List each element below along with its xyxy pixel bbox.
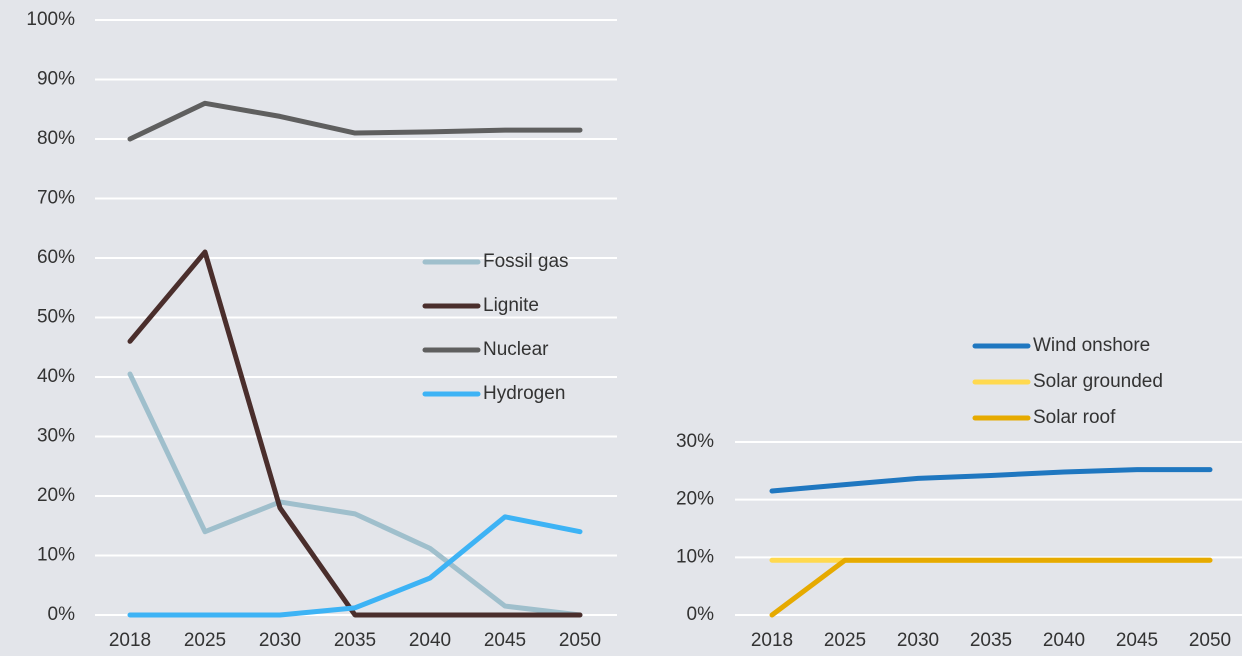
y-tick-label: 70% xyxy=(37,188,75,209)
y-tick-label: 100% xyxy=(26,9,75,30)
y-tick-label: 10% xyxy=(37,545,75,566)
y-tick-label: 0% xyxy=(687,604,715,625)
legend-label: Fossil gas xyxy=(483,251,569,272)
y-tick-label: 20% xyxy=(37,485,75,506)
series-line xyxy=(127,514,583,618)
series-line xyxy=(769,557,1213,618)
y-tick-label: 10% xyxy=(676,546,714,567)
y-tick-label: 30% xyxy=(676,431,714,452)
x-tick-label: 2040 xyxy=(409,630,451,651)
x-tick-label: 2045 xyxy=(484,630,526,651)
legend-label: Hydrogen xyxy=(483,383,565,404)
x-tick-label: 2025 xyxy=(184,630,226,651)
x-tick-label: 2045 xyxy=(1116,630,1158,651)
legend-label: Solar grounded xyxy=(1033,371,1163,392)
series-line xyxy=(127,249,583,618)
x-tick-label: 2025 xyxy=(824,630,866,651)
legend-label: Solar roof xyxy=(1033,407,1116,428)
legend-label: Lignite xyxy=(483,295,539,316)
x-tick-label: 2050 xyxy=(559,630,601,651)
y-tick-label: 80% xyxy=(37,128,75,149)
y-tick-label: 90% xyxy=(37,69,75,90)
series-line xyxy=(127,371,583,618)
legend-label: Nuclear xyxy=(483,339,549,360)
x-tick-label: 2030 xyxy=(897,630,939,651)
x-tick-label: 2050 xyxy=(1189,630,1231,651)
y-tick-label: 0% xyxy=(48,604,76,625)
x-tick-label: 2040 xyxy=(1043,630,1085,651)
x-tick-label: 2030 xyxy=(259,630,301,651)
y-tick-label: 30% xyxy=(37,426,75,447)
y-tick-label: 50% xyxy=(37,307,75,328)
x-tick-label: 2035 xyxy=(334,630,376,651)
y-tick-label: 20% xyxy=(676,489,714,510)
series-line xyxy=(127,100,583,142)
x-tick-label: 2018 xyxy=(109,630,151,651)
series-line xyxy=(769,467,1213,494)
y-tick-label: 60% xyxy=(37,247,75,268)
y-tick-label: 40% xyxy=(37,366,75,387)
legend-label: Wind onshore xyxy=(1033,335,1150,356)
x-tick-label: 2018 xyxy=(751,630,793,651)
x-tick-label: 2035 xyxy=(970,630,1012,651)
